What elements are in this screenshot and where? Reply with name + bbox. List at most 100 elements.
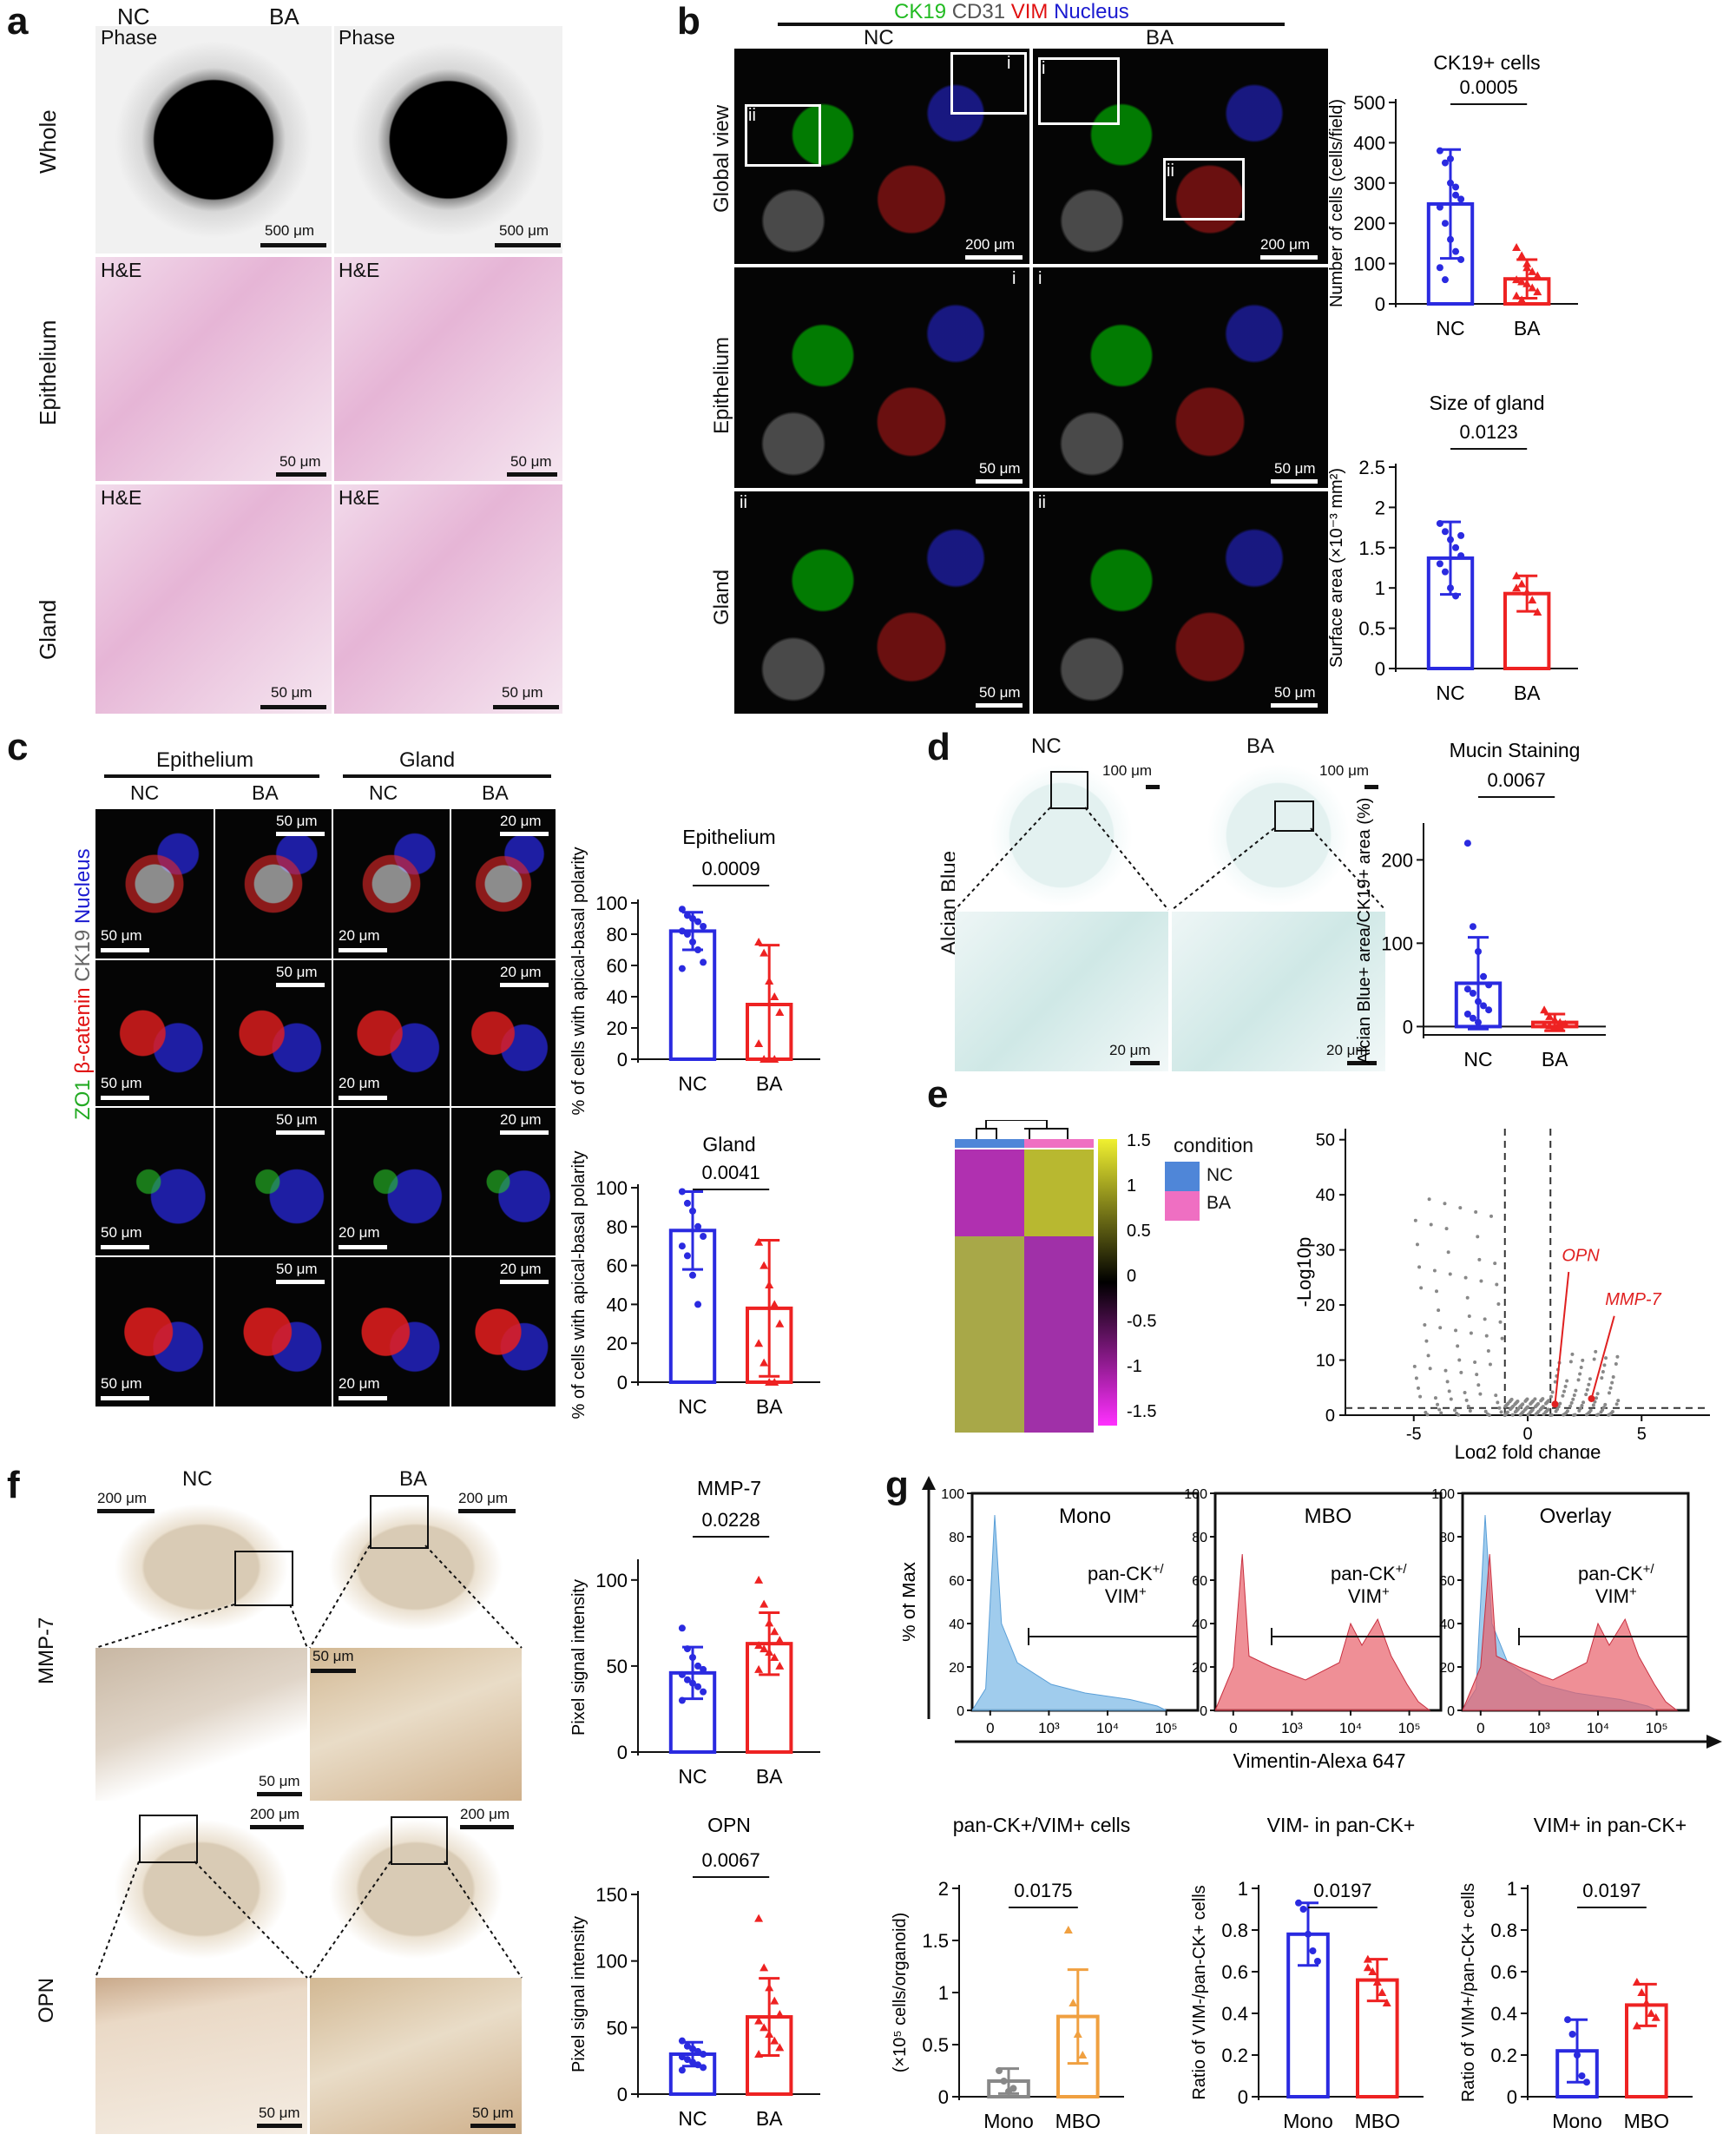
panel-letter-e: e [927,1073,949,1116]
gene-point [1437,1308,1441,1313]
data-point [1512,291,1522,300]
chart-title: VIM- in pan-CK+ [1267,1814,1416,1836]
gene-point [1604,1356,1608,1360]
gate-label-line2: VIM [1595,1585,1629,1607]
data-point [1299,1906,1307,1913]
image-b-gland-ba [1033,491,1328,714]
data-point [770,1378,779,1386]
data-point [1378,1988,1387,1996]
gene-point [1580,1404,1584,1408]
data-point [765,1983,774,1992]
x-tick-label: 10³ [1281,1720,1303,1736]
data-point [770,992,779,1000]
stain-cd31: CD31 [951,0,1006,23]
data-point [694,2047,702,2055]
image-a-whole-ba [334,26,562,254]
data-point [1372,1978,1382,1986]
bar-chart-4: 0 20 40 60 80 100 Gland % of cells with apical-… [569,1133,820,1420]
data-point [1463,985,1471,993]
chart-title: pan-CK+/VIM+ cells [953,1814,1131,1836]
y-tick-label: 60 [607,1255,628,1277]
data-point [683,1645,691,1653]
scale-text-b6: 50 μm [1274,684,1316,701]
y-tick-label: 60 [949,1574,964,1589]
tag-he-gland-ba: H&E [339,486,380,509]
scale-bar-a3 [276,472,326,477]
y-tick-label: 0.8 [1490,1920,1517,1941]
data-point [1469,990,1476,997]
scale-bar-d3 [1130,1061,1160,1065]
image-f-opn-ba-whole [310,1804,522,1974]
data-point [1564,2016,1572,2024]
y-tick-label: 60 [1439,1574,1455,1589]
scale-bar-a1 [260,243,326,247]
colorbar-tick: -0.5 [1127,1312,1156,1331]
chart-title: Mucin Staining [1450,739,1581,761]
data-point [765,1281,774,1288]
data-point [678,965,686,972]
data-point [1528,267,1537,275]
gate-label: pan-CK+/ VIM+ [1578,1562,1654,1608]
x-tick-label: 5 [1637,1425,1647,1444]
data-point [1436,264,1443,272]
scale-bar-f4 [311,1669,356,1673]
data-point [1651,2013,1660,2021]
data-point [760,1261,769,1269]
y-tick-label: 0 [617,1742,628,1763]
col-label-f-nc: NC [182,1467,213,1491]
gene-point [1503,1413,1507,1417]
gene-point [1578,1372,1582,1376]
gene-point [1457,1358,1462,1362]
image-a-gland-nc [95,484,332,714]
roman-b-4: ii [1167,161,1174,181]
data-point [1457,255,1465,263]
gene-point [1457,1413,1461,1417]
gene-point [1562,1389,1566,1393]
gene-point [1478,1392,1483,1396]
gene-point [1576,1378,1581,1382]
scale-text-f4: 50 μm [312,1648,354,1664]
bar-chart-6: 0 50 100 MMP-7 Pixel signal intensity NC BA 0.0… [569,1477,820,1788]
gene-point [1513,1402,1517,1406]
y-tick-label: 0.5 [1358,618,1385,640]
gene-point [1608,1386,1613,1390]
p-value: 0.0067 [1487,769,1545,791]
gene-point [1424,1339,1429,1343]
gene-point [1570,1352,1575,1356]
data-point [760,948,769,957]
data-point [765,2030,774,2038]
gene-point [1581,1358,1585,1362]
y-axis-label: Ratio of VIM-/pan-CK+ cells [1190,1885,1209,2099]
chart-title: MMP-7 [697,1477,761,1499]
data-point [770,1653,779,1661]
x-tick-label: MBO [1355,2110,1400,2132]
scale-text-c: 50 μm [101,927,142,944]
scale-text-b1: 200 μm [965,236,1016,253]
data-point [678,1696,686,1704]
data-point [700,2064,707,2072]
x-tick-label: NC [1463,1048,1492,1070]
y-tick-label: 40 [1439,1617,1455,1632]
x-tick-label: 10⁴ [1096,1720,1119,1736]
y-tick-label: 80 [1439,1531,1455,1545]
tag-he-epi-ba: H&E [339,259,380,281]
data-point [1363,1954,1372,1963]
gene-point [1615,1354,1620,1359]
y-tick-label: 0 [1447,1704,1455,1719]
y-tick-label: 1 [938,1982,949,2004]
gene-point [1427,1197,1431,1202]
gene-point [1489,1214,1493,1218]
data-point [1452,247,1460,255]
gene-point [1496,1302,1501,1307]
data-point [775,2010,785,2018]
scale-bar-c [500,1130,549,1135]
colorbar-tick: 0.5 [1127,1222,1151,1241]
scale-bar-c [101,1396,149,1400]
data-point [754,1237,764,1246]
data-point [765,1618,774,1627]
panel-letter-b: b [677,0,700,43]
histogram-mbo [1214,1553,1431,1711]
chart-title: Gland [702,1133,755,1156]
y-tick-label: 0 [617,1372,628,1393]
scale-bar-f3 [257,1792,302,1796]
